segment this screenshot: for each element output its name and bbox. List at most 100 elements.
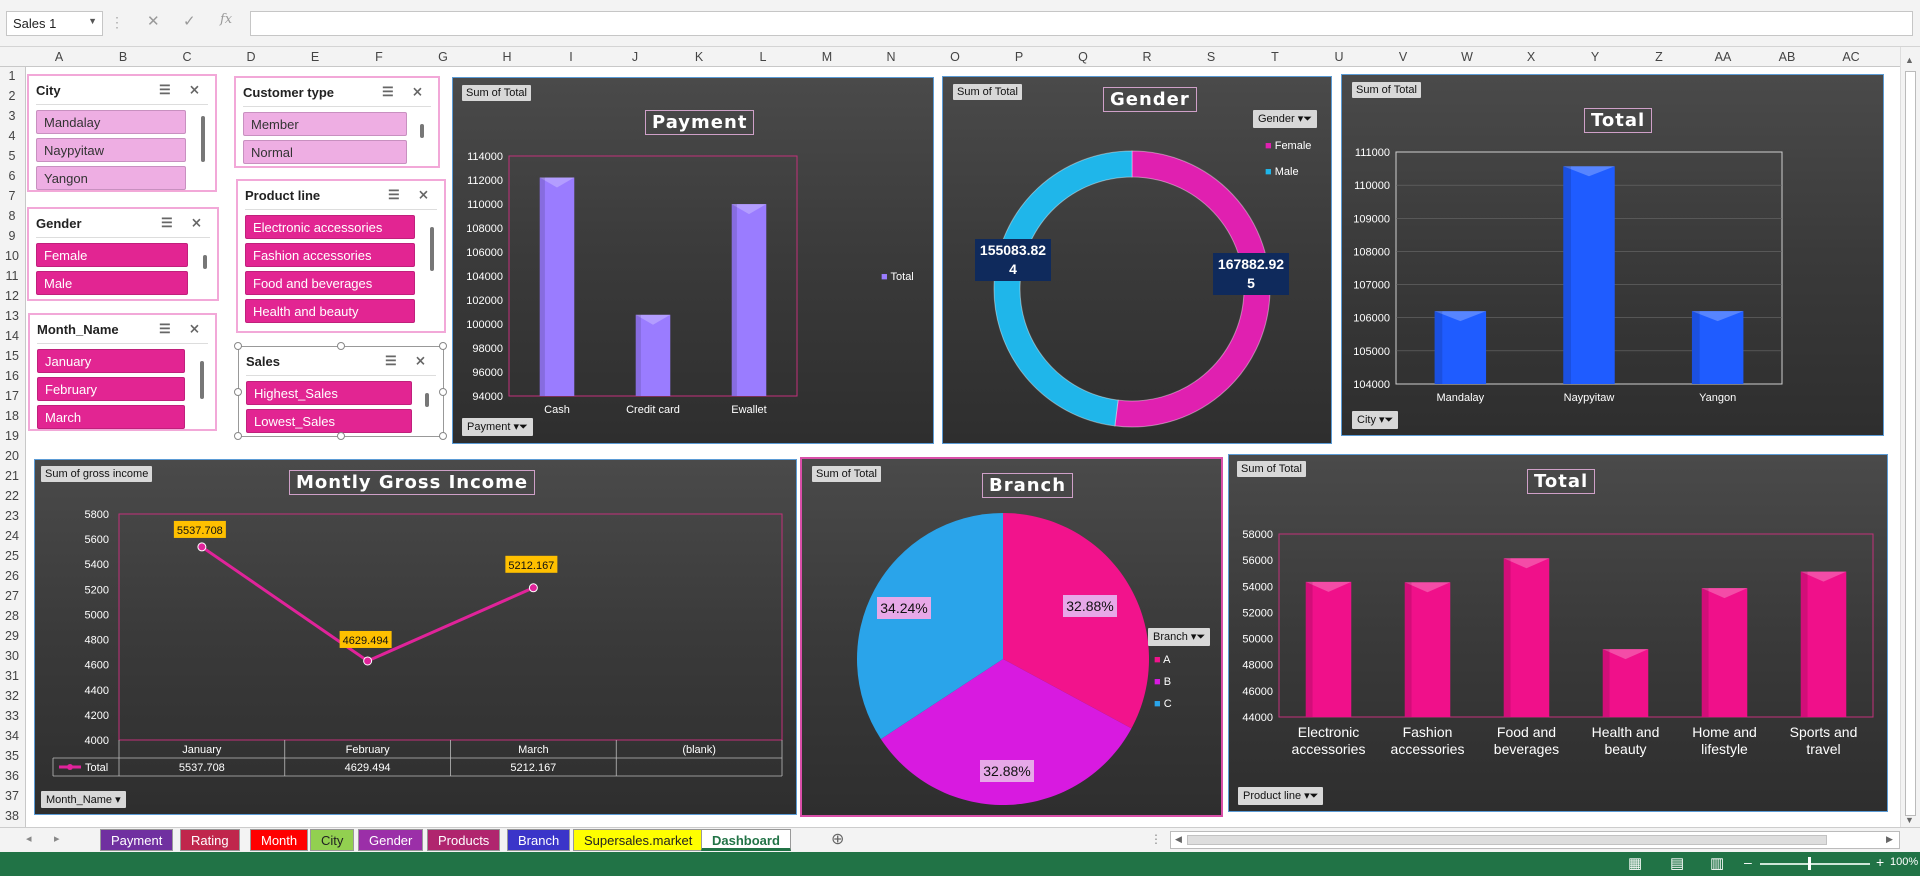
- sheet-tab[interactable]: Branch: [507, 829, 571, 851]
- city-filter-button[interactable]: City ▾⏷: [1352, 411, 1399, 429]
- row-header[interactable]: 26: [5, 569, 19, 583]
- column-header[interactable]: M: [821, 50, 833, 64]
- row-header[interactable]: 27: [5, 589, 19, 603]
- column-header[interactable]: H: [502, 50, 512, 64]
- function-icon[interactable]: fx: [220, 12, 233, 27]
- row-header[interactable]: 5: [8, 149, 16, 163]
- resize-handle[interactable]: [234, 388, 242, 396]
- column-header[interactable]: O: [950, 50, 960, 64]
- column-header[interactable]: U: [1334, 50, 1344, 64]
- row-header[interactable]: 13: [5, 309, 19, 323]
- payment-filter-button[interactable]: Payment ▾⏷: [462, 418, 533, 436]
- slicer-item-food[interactable]: Food and beverages: [245, 271, 415, 295]
- row-header[interactable]: 21: [5, 469, 19, 483]
- column-header[interactable]: T: [1271, 50, 1279, 64]
- zoom-level[interactable]: 100%: [1890, 856, 1919, 868]
- chart-payment[interactable]: Sum of Total Payment 94000 96000 98000 1000…: [452, 77, 934, 444]
- zoom-slider[interactable]: [1760, 863, 1870, 865]
- formula-input[interactable]: [250, 11, 1913, 36]
- slicer-item-march[interactable]: March: [37, 405, 185, 429]
- resize-handle[interactable]: [439, 388, 447, 396]
- slicer-item-electronic[interactable]: Electronic accessories: [245, 215, 415, 239]
- column-header[interactable]: C: [182, 50, 192, 64]
- column-header[interactable]: W: [1461, 50, 1473, 64]
- slicer-item-health[interactable]: Health and beauty: [245, 299, 415, 323]
- sheet-tab[interactable]: Dashboard: [701, 829, 791, 851]
- slicer-item-female[interactable]: Female: [36, 243, 188, 267]
- resize-handle[interactable]: [439, 342, 447, 350]
- column-header[interactable]: AA: [1714, 50, 1732, 64]
- field-tag[interactable]: Sum of gross income: [41, 466, 153, 482]
- chart-product-line[interactable]: Sum of Total Total 44000 46000 48000 50000 5…: [1228, 454, 1888, 812]
- slicer-item-normal[interactable]: Normal: [243, 140, 407, 164]
- multi-select-icon[interactable]: ☰: [161, 215, 173, 230]
- slicer-item-fashion[interactable]: Fashion accessories: [245, 243, 415, 267]
- page-layout-icon[interactable]: ▤: [1670, 855, 1685, 872]
- slicer-item-yangon[interactable]: Yangon: [36, 166, 186, 190]
- gender-filter-button[interactable]: Gender ▾⏷: [1253, 110, 1318, 128]
- sheet-tab[interactable]: Rating: [180, 829, 240, 851]
- page-break-icon[interactable]: ▥: [1710, 855, 1725, 872]
- zoom-out-icon[interactable]: –: [1744, 854, 1752, 870]
- resize-handle[interactable]: [337, 432, 345, 440]
- chart-monthly-gross-income[interactable]: Sum of gross income Montly Gross Income …: [34, 459, 797, 815]
- row-header[interactable]: 32: [5, 689, 19, 703]
- normal-view-icon[interactable]: ▦: [1628, 855, 1643, 872]
- horizontal-scrollbar[interactable]: ◀ ▶: [1170, 831, 1900, 849]
- row-header[interactable]: 11: [5, 269, 19, 283]
- row-header[interactable]: 16: [5, 369, 19, 383]
- multi-select-icon[interactable]: ☰: [385, 353, 397, 368]
- column-header[interactable]: K: [694, 50, 704, 64]
- resize-handle[interactable]: [439, 432, 447, 440]
- row-header[interactable]: 25: [5, 549, 19, 563]
- column-header[interactable]: B: [118, 50, 128, 64]
- zoom-slider-thumb[interactable]: [1808, 857, 1811, 870]
- slicer-item-lowest-sales[interactable]: Lowest_Sales: [246, 409, 412, 433]
- clear-filter-icon[interactable]: ⨯: [415, 353, 426, 368]
- row-header[interactable]: 17: [5, 389, 19, 403]
- sheet-tab[interactable]: Supersales.market: [573, 829, 704, 851]
- sheet-tab[interactable]: Payment: [100, 829, 174, 851]
- sheet-tab[interactable]: Products: [427, 829, 501, 851]
- branch-filter-button[interactable]: Branch ▾⏷: [1148, 628, 1211, 646]
- row-header[interactable]: 23: [5, 509, 19, 523]
- slicer-scrollbar[interactable]: [425, 393, 429, 407]
- row-header[interactable]: 1: [8, 69, 16, 83]
- row-header[interactable]: 4: [8, 129, 16, 143]
- chart-gender[interactable]: Sum of Total Gender Gender ▾⏷ ■ Female ■…: [942, 76, 1332, 444]
- field-tag[interactable]: Sum of Total: [1237, 461, 1306, 477]
- row-header[interactable]: 8: [8, 209, 16, 223]
- row-header[interactable]: 36: [5, 769, 19, 783]
- column-header[interactable]: Z: [1655, 50, 1663, 64]
- chart-branch[interactable]: Sum of Total Branch 32.88% 32.88% 34.24% B…: [800, 457, 1223, 817]
- row-header[interactable]: 3: [8, 109, 16, 123]
- column-header[interactable]: L: [759, 50, 767, 64]
- column-header[interactable]: D: [246, 50, 256, 64]
- row-header[interactable]: 38: [5, 809, 19, 823]
- row-header[interactable]: 24: [5, 529, 19, 543]
- clear-filter-icon[interactable]: ⨯: [412, 84, 423, 99]
- column-header[interactable]: Y: [1590, 50, 1600, 64]
- slicer-scrollbar[interactable]: [201, 116, 205, 162]
- row-header[interactable]: 10: [5, 249, 19, 263]
- column-header[interactable]: N: [886, 50, 896, 64]
- slicer-scrollbar[interactable]: [200, 361, 204, 399]
- clear-filter-icon[interactable]: ⨯: [189, 82, 200, 97]
- row-header[interactable]: 35: [5, 749, 19, 763]
- zoom-in-icon[interactable]: +: [1876, 854, 1885, 870]
- resize-handle[interactable]: [337, 342, 345, 350]
- cancel-icon[interactable]: ✕: [147, 13, 160, 30]
- resize-handle[interactable]: [234, 342, 242, 350]
- column-header[interactable]: AB: [1778, 50, 1796, 64]
- column-header[interactable]: R: [1142, 50, 1152, 64]
- product-filter-button[interactable]: Product line ▾⏷: [1238, 787, 1324, 805]
- slicer-item-january[interactable]: January: [37, 349, 185, 373]
- sheet-tab[interactable]: Gender: [358, 829, 424, 851]
- slicer-scrollbar[interactable]: [430, 227, 434, 271]
- multi-select-icon[interactable]: ☰: [159, 82, 171, 97]
- row-header[interactable]: 30: [5, 649, 19, 663]
- slicer-item-member[interactable]: Member: [243, 112, 407, 136]
- column-header[interactable]: F: [375, 50, 383, 64]
- field-tag[interactable]: Sum of Total: [812, 466, 881, 482]
- slicer-item-naypyitaw[interactable]: Naypyitaw: [36, 138, 186, 162]
